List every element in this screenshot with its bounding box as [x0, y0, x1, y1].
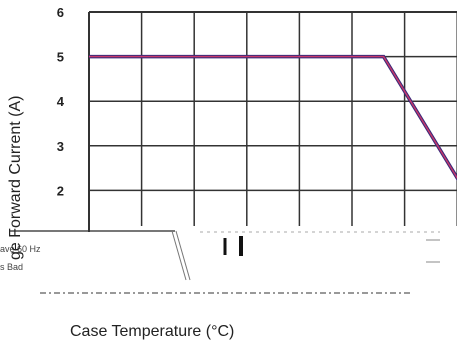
y-tick-label: 6 — [57, 5, 64, 20]
x-axis-label: Case Temperature (°C) — [70, 323, 234, 340]
y-tick-label: 3 — [57, 139, 64, 154]
y-axis-label: ge Forward Current (A) — [7, 96, 24, 261]
y-tick-label: 2 — [57, 183, 64, 198]
y-tick-label: 5 — [57, 50, 64, 65]
y-tick-labels: 6 5 4 3 2 — [57, 5, 65, 198]
series-line-highlight — [89, 55, 457, 180]
scan-artifact-band: ave 60 Hz s Bad — [0, 226, 457, 316]
y-tick-label: 4 — [57, 94, 65, 109]
annotation-fragment: s Bad — [0, 262, 23, 272]
series-group — [89, 54, 457, 182]
annotation-fragment: ave 60 Hz — [0, 244, 41, 254]
